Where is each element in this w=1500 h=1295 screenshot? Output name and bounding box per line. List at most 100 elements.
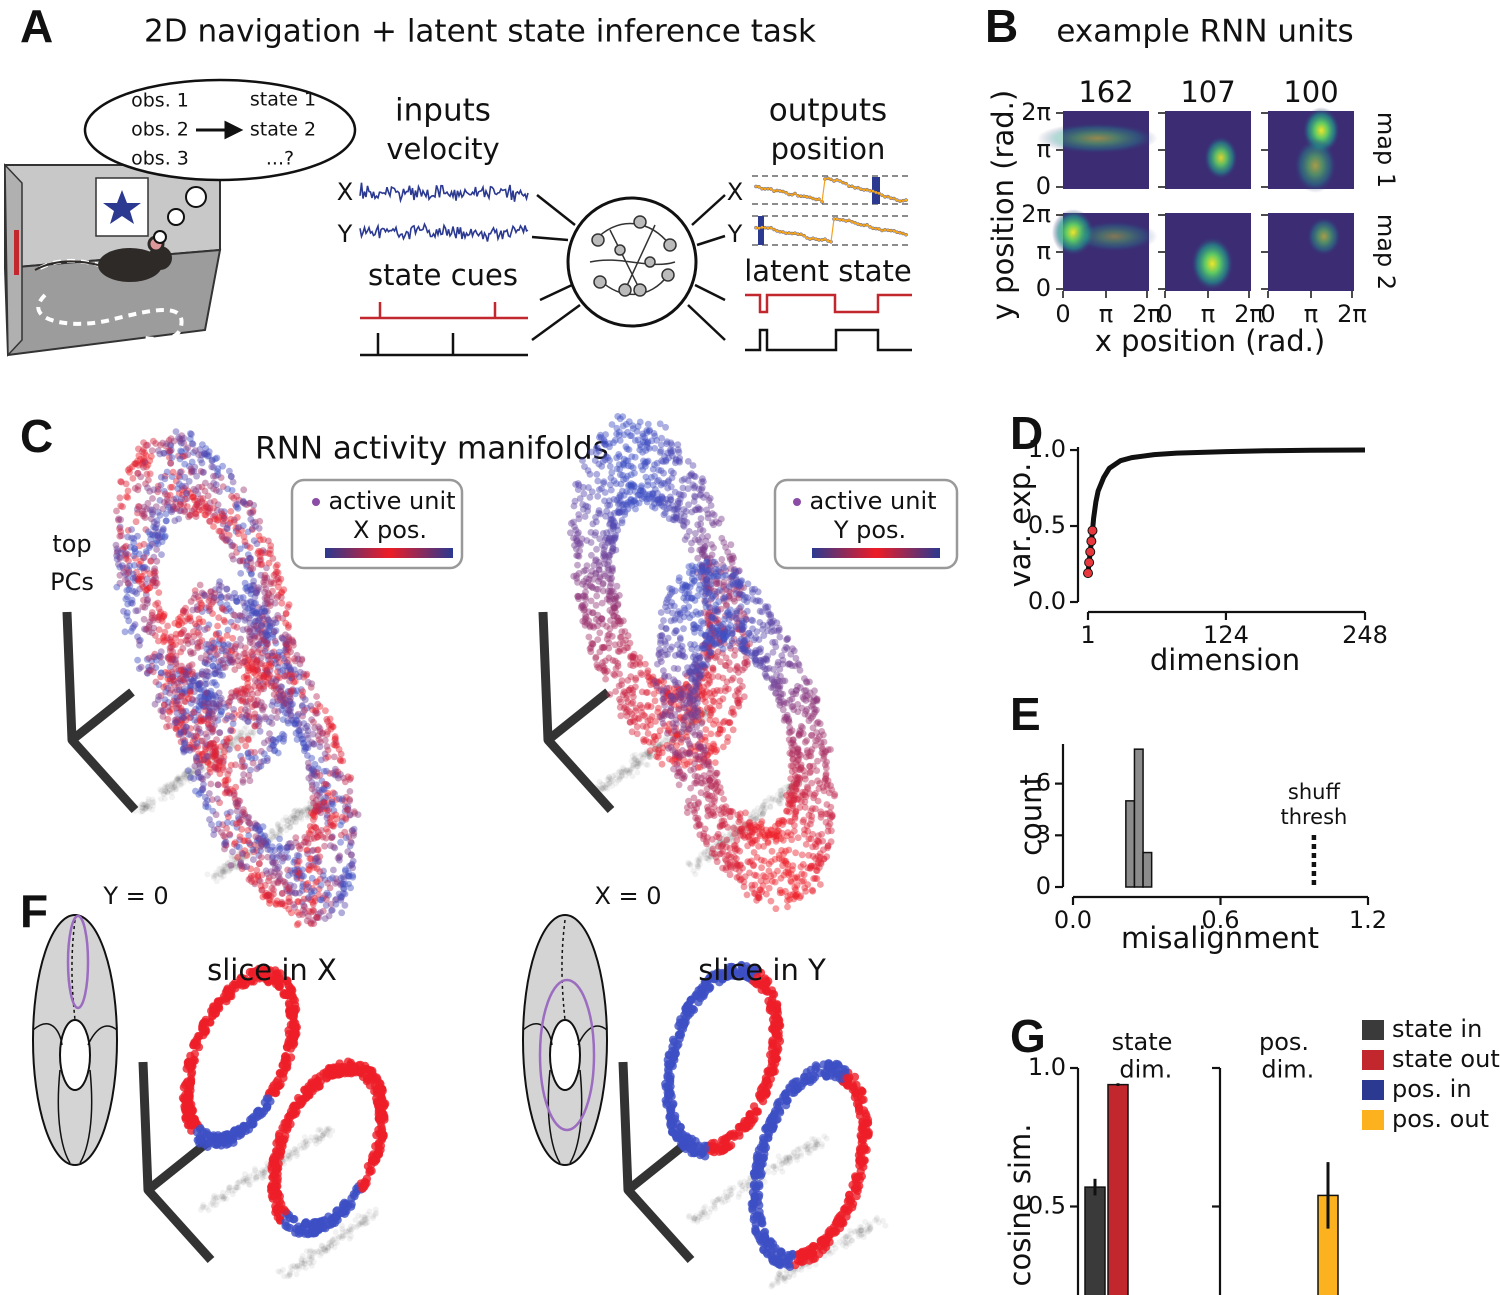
cloud-point [160,450,168,457]
cloud-point [192,732,200,740]
cloud-point [178,707,185,715]
cloud-point [151,568,159,576]
shadow-point [168,789,175,796]
shadow-point [606,774,613,781]
cloud-point [124,487,132,495]
cloud-point [140,503,148,511]
cloud-point [637,462,645,470]
cloud-point [187,430,194,437]
x-label: X [337,178,353,206]
cloud-point [146,542,154,550]
cloud-point [221,514,228,522]
shadow-point [176,775,183,782]
cloud-point [573,572,580,579]
cloud-point [265,591,273,598]
cloud-point [230,789,238,797]
cloud-point [227,508,235,515]
cloud-point [337,821,344,829]
cloud-point [327,725,335,733]
shadow-point [604,781,611,788]
cloud-point [237,635,245,643]
shadow-point [173,786,180,793]
shadow-point [203,757,210,764]
shadow-point [169,794,176,801]
cloud-point [617,480,625,488]
cloud-point [251,710,259,718]
shadow-point [178,780,185,787]
cloud-point [609,545,617,553]
cloud-point [593,449,600,457]
shadow-point [642,761,649,768]
cloud-point [704,514,712,522]
shadow-point [274,834,281,841]
cloud-point [709,697,717,705]
shadow-point [305,805,312,812]
cloud-point [684,485,692,493]
cloud-point [624,632,632,640]
cloud-point [275,583,282,591]
y-axis-label: y position (rad.) [986,90,1020,320]
shadow-point [276,826,283,833]
shadow-point [260,836,267,843]
shadow-point [189,767,196,774]
shadow-point [218,749,225,756]
cloud-point [206,517,214,525]
cloud-point [222,703,229,711]
pc-axes [62,611,139,814]
cloud-point [657,481,665,489]
cloud-point [303,835,311,843]
cloud-point [268,649,276,657]
cloud-point [298,656,306,664]
cloud-point [592,654,600,662]
cloud-point [307,862,315,870]
shadow-point [236,857,243,864]
shadow-point [226,739,233,746]
cloud-point [147,557,155,565]
cloud-point [182,489,190,497]
cloud-point [581,615,589,623]
cloud-point [618,633,625,641]
shadow-point [220,746,227,753]
cloud-point [142,548,150,555]
cloud-point [339,795,346,803]
cloud-point [592,529,600,537]
cloud-point [158,659,166,666]
cloud-point [613,582,621,590]
cloud-point [132,518,140,526]
cloud-point [592,556,600,563]
cloud-point [155,534,163,542]
shadow-point [290,812,297,819]
cloud-point [255,547,263,555]
cloud-point [637,669,645,677]
cloud-point [243,712,251,720]
cloud-point [616,465,624,473]
cloud-point [153,557,161,565]
y-tick-label: π [1037,135,1051,163]
cloud-point [596,629,604,637]
shadow-point [175,775,182,782]
cloud-point [131,621,139,628]
shadow-point [255,842,262,849]
shadow-point [257,840,264,847]
shadow-point [250,846,257,853]
shadow-point [143,803,150,810]
arena [3,163,222,357]
cloud-point [599,458,607,465]
cloud-point [603,623,610,630]
cloud-point [192,591,199,598]
cloud-point [176,692,184,700]
shadow-point [767,804,774,811]
cloud-point [223,825,231,832]
position-marker [758,216,764,245]
shadow-point [310,798,317,805]
shadow-point [141,805,148,812]
cloud-point [244,749,252,757]
cloud-point [593,470,601,478]
shadow-point [300,807,307,814]
cloud-point [231,589,239,597]
point-clouds [62,413,889,1290]
shadow-point [247,841,254,848]
cloud-point [571,497,579,505]
cloud-point [294,909,301,916]
cloud-point [607,474,615,482]
